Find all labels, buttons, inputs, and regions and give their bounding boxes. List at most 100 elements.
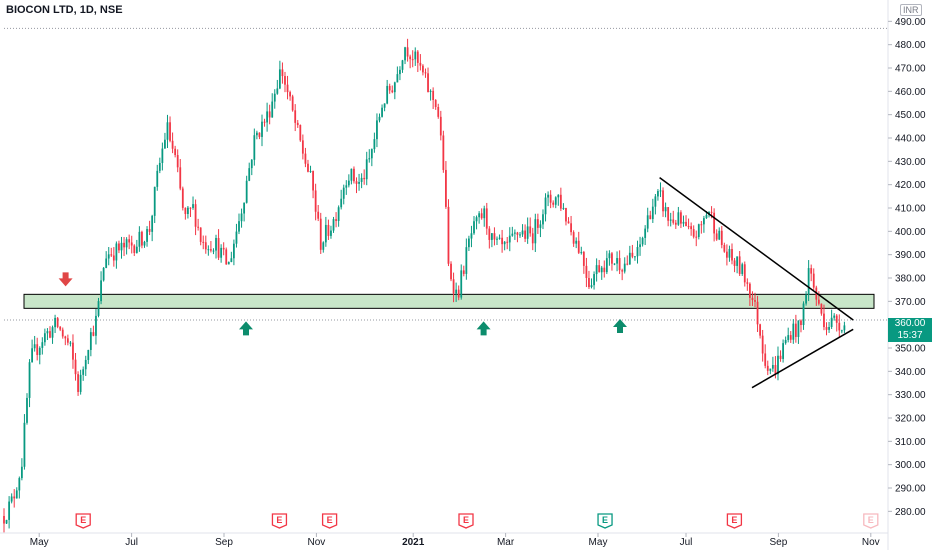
candle-body (605, 258, 608, 273)
time-tick-label: Jul (680, 537, 693, 548)
price-tick-label: 420.00 (895, 180, 926, 191)
candle-body (355, 181, 358, 184)
price-tick-label: 350.00 (895, 344, 926, 355)
candle-body (414, 51, 417, 60)
candle-body (736, 256, 739, 266)
candle-body (728, 249, 731, 258)
candle-body (373, 139, 376, 150)
candle-body (720, 230, 723, 246)
candle-body (710, 211, 713, 213)
candle-body (399, 69, 401, 75)
currency-badge[interactable]: INR (900, 4, 922, 16)
candle-body (189, 207, 192, 209)
candle-body (820, 303, 823, 314)
trendline (751, 328, 854, 389)
candle-body (105, 258, 108, 268)
candle-body (723, 245, 726, 252)
candle-body (598, 265, 601, 273)
candle-body (733, 260, 736, 266)
candle-body (148, 229, 151, 232)
candle-body (225, 249, 228, 265)
candle-body (700, 224, 703, 226)
candle-body (340, 198, 343, 208)
earnings-marker[interactable]: E (863, 513, 879, 529)
candle-body (342, 187, 345, 199)
price-tick-label: 470.00 (895, 64, 926, 75)
earnings-label: E (327, 515, 333, 525)
candle-body (565, 207, 567, 222)
earnings-marker[interactable]: E (458, 513, 474, 529)
candle-body (473, 221, 475, 234)
candle-body (754, 300, 756, 302)
candle-body (577, 240, 580, 253)
candle-body (309, 171, 312, 173)
arrow-up-icon (239, 321, 253, 336)
current-price-label: 360.00 (894, 318, 926, 329)
candle-body (74, 359, 77, 375)
trendline (659, 177, 854, 321)
candle-body (36, 344, 39, 355)
candle-body (654, 196, 657, 207)
candle-body (774, 365, 777, 375)
candle-body (547, 194, 549, 198)
candle-body (411, 59, 414, 61)
earnings-marker[interactable]: E (726, 513, 743, 529)
support-zone (23, 293, 875, 309)
candle-body (680, 212, 682, 224)
candle-body (797, 320, 800, 337)
candle-body (115, 243, 118, 261)
candle-body (462, 270, 465, 274)
earnings-marker[interactable]: E (75, 513, 91, 529)
arrow-down-icon (58, 272, 73, 287)
candle-body (210, 249, 212, 251)
time-tick-label: Nov (308, 537, 326, 548)
candle-body (5, 519, 8, 524)
candle-body (317, 211, 320, 219)
earnings-marker[interactable]: E (321, 513, 338, 529)
candle-body (95, 315, 97, 336)
earnings-marker[interactable]: E (271, 513, 288, 529)
candle-body (490, 233, 493, 240)
candle-body (358, 181, 360, 184)
candle-body (618, 258, 621, 271)
chart-title: BIOCON LTD, 1D, NSE (6, 4, 123, 16)
time-tick-label: Nov (862, 537, 880, 548)
earnings-marker[interactable]: E (597, 513, 613, 529)
support-zone-rect (23, 293, 875, 309)
candle-body (416, 51, 419, 63)
candle-body (713, 212, 716, 234)
candle-body (544, 197, 547, 215)
candle-body (835, 315, 838, 323)
candle-body (649, 215, 652, 220)
candle-body (171, 140, 174, 149)
candle-body (238, 221, 240, 232)
candle-body (682, 221, 685, 224)
candle-body (161, 148, 164, 163)
candle-body (516, 232, 519, 235)
candle-body (761, 335, 764, 354)
candle-body (312, 171, 314, 191)
candle-body (26, 397, 28, 423)
candle-body (92, 332, 95, 336)
candle-body (368, 158, 371, 160)
candle-body (192, 204, 194, 208)
candle-body (838, 322, 841, 331)
candle-body (64, 336, 67, 339)
candle-body (840, 330, 843, 332)
candle-body (731, 249, 733, 261)
candle-body (639, 244, 641, 248)
candle-body (470, 233, 473, 239)
candle-body (20, 466, 23, 479)
candle-body (692, 229, 695, 237)
candle-body (296, 122, 299, 126)
price-tick-label: 400.00 (895, 227, 926, 238)
candle-body (164, 139, 166, 149)
candle-body (644, 228, 647, 238)
candle-body (396, 74, 399, 83)
candle-body (777, 355, 779, 375)
candle-body (401, 60, 404, 70)
candle-body (227, 262, 230, 265)
candle-body (179, 167, 182, 189)
candle-body (764, 353, 767, 366)
